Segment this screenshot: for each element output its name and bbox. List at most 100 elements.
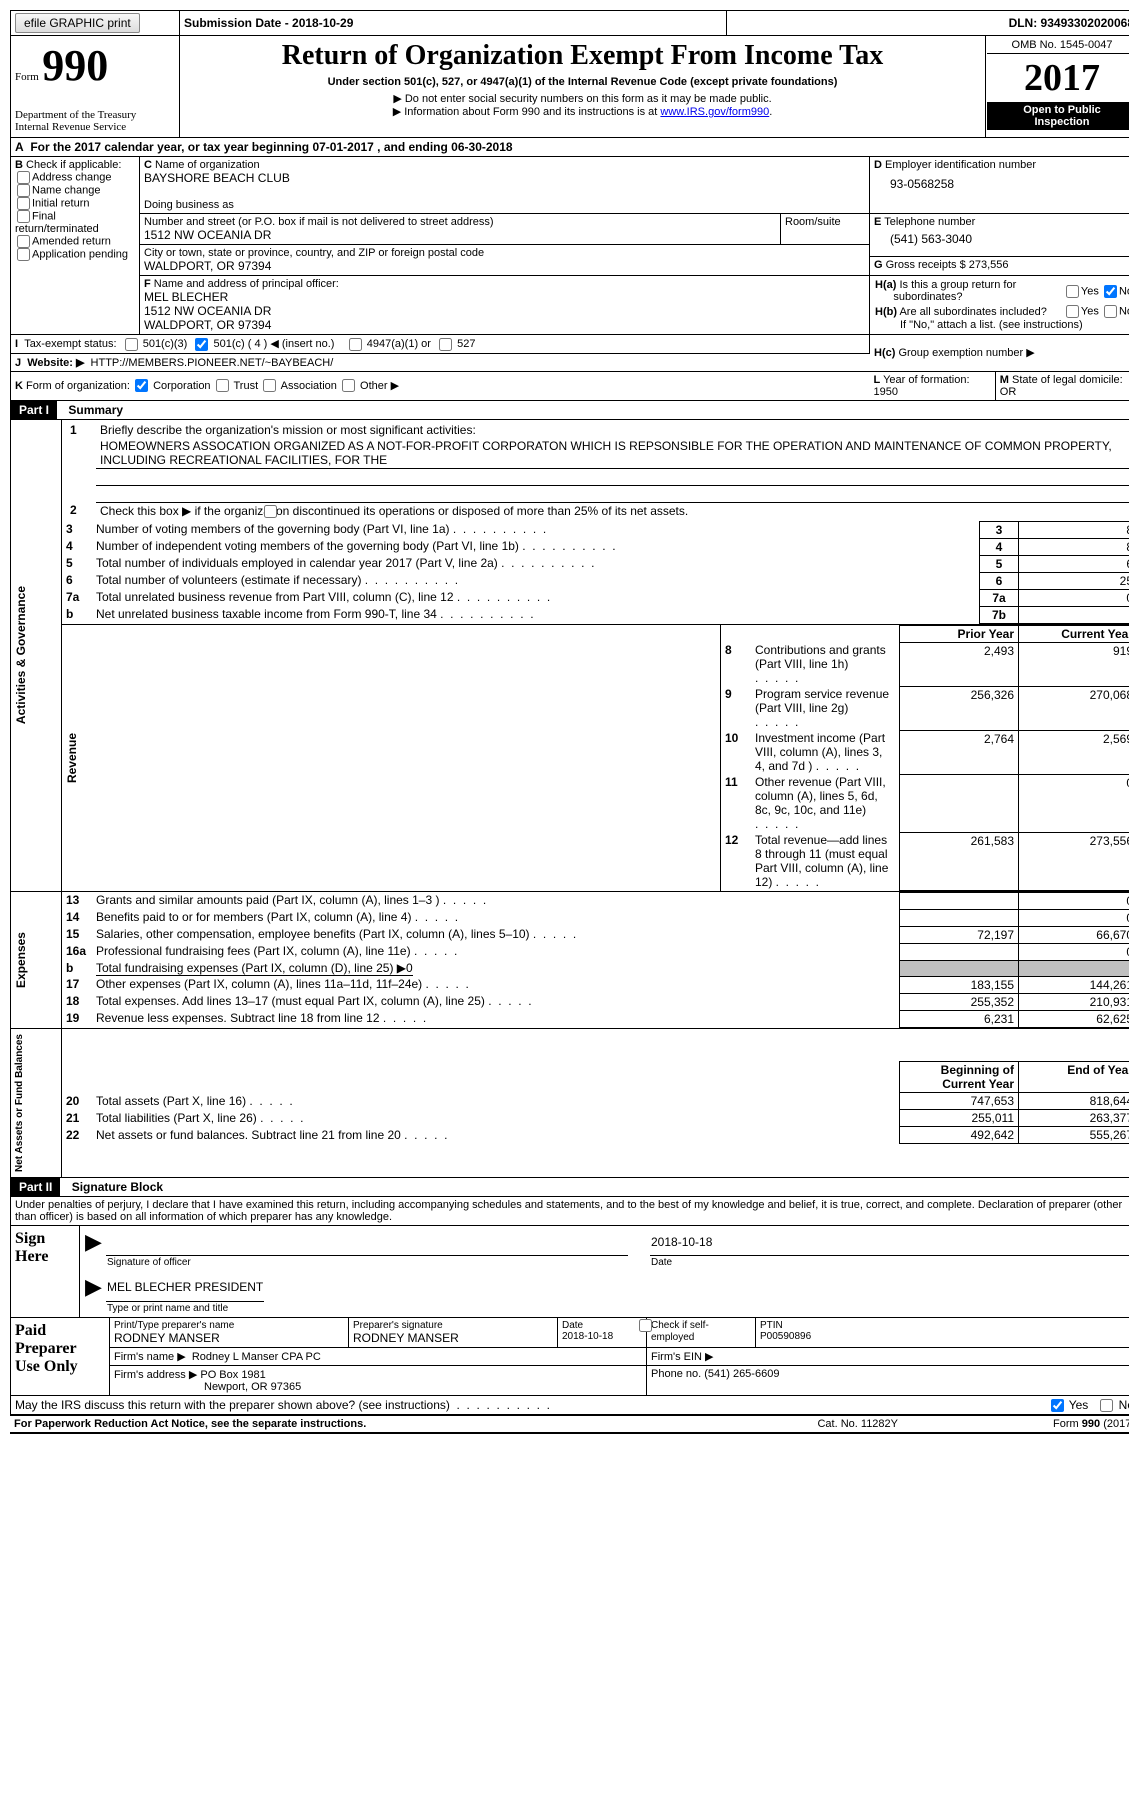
linebox: 3 [980, 521, 1019, 538]
preparer-name: RODNEY MANSER [114, 1331, 344, 1345]
chk-assoc[interactable] [263, 379, 276, 392]
group-exemption: Group exemption number ▶ [898, 347, 1034, 359]
current-value: 0 [1019, 774, 1129, 832]
chk-other[interactable] [342, 379, 355, 392]
chk-hb-yes[interactable] [1066, 305, 1079, 318]
chk-ha-yes[interactable] [1066, 285, 1079, 298]
linebox: 5 [980, 555, 1019, 572]
sign-here-label: Sign Here [11, 1226, 80, 1317]
pra-notice: For Paperwork Reduction Act Notice, see … [10, 1416, 765, 1434]
omb-number: OMB No. 1545-0047 [987, 37, 1129, 54]
officer-addr1: 1512 NW OCEANIA DR [144, 304, 865, 318]
linebox: 7a [980, 589, 1019, 606]
current-value: 0 [1019, 909, 1129, 926]
prior-value: 6,231 [900, 1010, 1019, 1027]
part-i-sub: Summary [60, 403, 123, 417]
line-value: 8 [1019, 521, 1129, 538]
side-expenses: Expenses [12, 928, 30, 992]
efile-print-button[interactable]: efile GRAPHIC print [15, 13, 140, 33]
prior-value: 747,653 [900, 1093, 1019, 1110]
chk-trust[interactable] [216, 379, 229, 392]
prior-value [900, 943, 1019, 960]
note-ssn: ▶ Do not enter social security numbers o… [184, 92, 981, 105]
current-value: 263,377 [1019, 1110, 1129, 1127]
form-footer: Form 990 (2017) [950, 1416, 1129, 1434]
org-name: BAYSHORE BEACH CLUB [144, 171, 865, 185]
irs-link[interactable]: www.IRS.gov/form990 [660, 106, 769, 118]
hdr-prior-year: Prior Year [900, 625, 1019, 642]
h-note: If "No," attach a list. (see instruction… [874, 319, 1129, 331]
top-bar: efile GRAPHIC print Submission Date - 20… [10, 10, 1129, 36]
city-state-zip: WALDPORT, OR 97394 [144, 259, 865, 273]
chk-corp[interactable] [135, 379, 148, 392]
prior-value: 183,155 [900, 976, 1019, 993]
form-title: Return of Organization Exempt From Incom… [184, 40, 981, 72]
line-value: 0 [1019, 589, 1129, 606]
chk-discuss-no[interactable] [1100, 1399, 1113, 1412]
street-address: 1512 NW OCEANIA DR [144, 228, 776, 242]
ein: 93-0568258 [874, 171, 1129, 191]
dln: DLN: 93493302020068 [726, 11, 1129, 36]
open-to-public: Open to PublicInspection [987, 102, 1129, 130]
chk-application-pending[interactable] [17, 248, 30, 261]
note-info: ▶ Information about Form 990 and its ins… [184, 105, 981, 118]
chk-ha-no[interactable] [1104, 285, 1117, 298]
line-value: 8 [1019, 538, 1129, 555]
tax-year: 2017 [987, 54, 1129, 102]
current-value: 0 [1019, 892, 1129, 909]
firm-ein-label: Firm's EIN ▶ [647, 1347, 1129, 1365]
hdr-current-year: Current Year [1019, 625, 1129, 642]
chk-initial-return[interactable] [17, 197, 30, 210]
current-value: 2,569 [1019, 730, 1129, 774]
chk-4947[interactable] [349, 338, 362, 351]
current-value: 919 [1019, 642, 1129, 686]
mission-text: HOMEOWNERS ASSOCATION ORGANIZED AS A NOT… [96, 438, 1129, 469]
officer-name: MEL BLECHER [144, 290, 865, 304]
chk-final-return[interactable] [17, 210, 30, 223]
date-label: Date [650, 1256, 1129, 1270]
state-domicile: State of legal domicile: OR [1000, 374, 1123, 398]
print-name-label: Type or print name and title [106, 1301, 264, 1315]
chk-hb-no[interactable] [1104, 305, 1117, 318]
part-ii-sub: Signature Block [64, 1180, 163, 1194]
chk-name-change[interactable] [17, 184, 30, 197]
current-value: 273,556 [1019, 832, 1129, 890]
chk-501c[interactable] [195, 338, 208, 351]
chk-self-employed[interactable] [639, 1319, 652, 1332]
line-j: J Website: ▶ HTTP://MEMBERS.PIONEER.NET/… [11, 353, 870, 371]
preparer-signature: RODNEY MANSER [353, 1331, 553, 1345]
current-value: 144,261 [1019, 976, 1129, 993]
prior-value [900, 909, 1019, 926]
submission-date: Submission Date - 2018-10-29 [180, 11, 727, 36]
prior-value: 256,326 [900, 686, 1019, 730]
chk-discontinued[interactable] [264, 505, 277, 518]
chk-527[interactable] [439, 338, 452, 351]
chk-501c3[interactable] [125, 338, 138, 351]
side-net-assets: Net Assets or Fund Balances [12, 1030, 27, 1176]
linebox: 7b [980, 606, 1019, 623]
hdr-beginning: Beginning of Current Year [900, 1062, 1019, 1093]
form-word: Form [15, 71, 39, 83]
chk-amended-return[interactable] [17, 235, 30, 248]
prior-value: 492,642 [900, 1127, 1019, 1144]
preparer-date: 2018-10-18 [562, 1331, 613, 1342]
entity-block: A For the 2017 calendar year, or tax yea… [10, 137, 1129, 401]
sign-date: 2018-10-18 [650, 1228, 1129, 1256]
telephone: (541) 563-3040 [874, 228, 1129, 256]
prior-value: 72,197 [900, 926, 1019, 943]
prior-value [900, 892, 1019, 909]
current-value: 66,670 [1019, 926, 1129, 943]
current-value: 818,644 [1019, 1093, 1129, 1110]
hdr-end: End of Year [1019, 1062, 1129, 1093]
website-url: HTTP://MEMBERS.PIONEER.NET/~BAYBEACH/ [91, 357, 334, 369]
linebox: 6 [980, 572, 1019, 589]
prior-value: 261,583 [900, 832, 1019, 890]
current-value: 555,267 [1019, 1127, 1129, 1144]
chk-address-change[interactable] [17, 171, 30, 184]
chk-discuss-yes[interactable] [1051, 1399, 1064, 1412]
linebox: 4 [980, 538, 1019, 555]
room-suite-label: Room/suite [781, 214, 870, 245]
prior-value: 255,011 [900, 1110, 1019, 1127]
form-number: 990 [42, 41, 108, 90]
officer-addr2: WALDPORT, OR 97394 [144, 318, 865, 332]
